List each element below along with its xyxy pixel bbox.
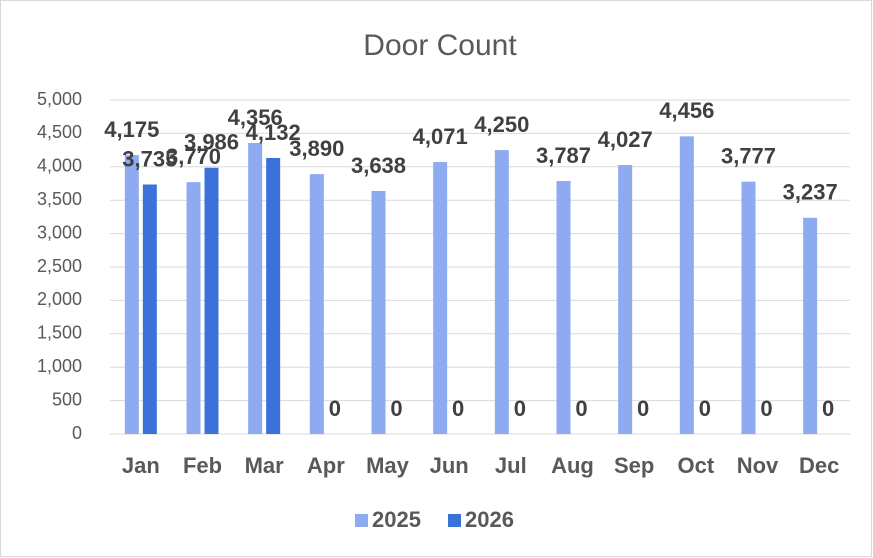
y-tick-label: 1,500 [37, 323, 82, 343]
data-label: 3,890 [289, 136, 344, 161]
x-tick-label: Apr [307, 453, 345, 478]
data-label: 4,250 [474, 112, 529, 137]
data-label: 3,770 [166, 144, 221, 169]
data-label: 0 [390, 396, 402, 421]
bar [433, 162, 448, 435]
data-label: 3,237 [783, 180, 838, 205]
bar [741, 181, 756, 434]
data-label: 3,986 [184, 130, 239, 155]
y-tick-label: 3,000 [37, 222, 82, 242]
bar [309, 174, 324, 434]
y-tick-label: 5,000 [37, 89, 82, 109]
y-tick-label: 4,000 [37, 156, 82, 176]
chart-title: Door Count [363, 29, 517, 62]
bar [494, 150, 509, 434]
data-label: 0 [514, 396, 526, 421]
bar [556, 181, 571, 434]
data-label: 3,777 [721, 144, 776, 169]
data-label: 3,638 [351, 153, 406, 178]
bar [371, 190, 386, 434]
data-label: 0 [699, 396, 711, 421]
data-label: 0 [760, 396, 772, 421]
x-tick-label: Aug [551, 453, 594, 478]
y-tick-label: 2,500 [37, 256, 82, 276]
data-label: 4,071 [413, 124, 468, 149]
bar [618, 164, 633, 434]
y-tick-label: 4,500 [37, 122, 82, 142]
x-tick-label: Mar [245, 453, 285, 478]
data-label: 4,356 [228, 105, 283, 130]
data-label: 0 [637, 396, 649, 421]
x-tick-label: Feb [183, 453, 222, 478]
data-label: 3,787 [536, 143, 591, 168]
data-label: 3,735 [122, 146, 177, 171]
x-tick-label: May [366, 453, 410, 478]
data-label: 4,175 [104, 117, 159, 142]
y-tick-label: 0 [72, 423, 82, 443]
bar [142, 184, 157, 434]
x-tick-label: Jul [495, 453, 527, 478]
data-label: 4,456 [659, 98, 714, 123]
x-tick-label: Nov [737, 453, 779, 478]
y-tick-label: 2,000 [37, 289, 82, 309]
data-label: 0 [575, 396, 587, 421]
y-tick-label: 1,000 [37, 356, 82, 376]
bar [186, 182, 201, 434]
x-tick-label: Dec [799, 453, 839, 478]
y-tick-label: 500 [52, 389, 82, 409]
data-label: 0 [329, 396, 341, 421]
legend-label: 2026 [465, 507, 514, 532]
y-tick-label: 3,500 [37, 189, 82, 209]
x-tick-label: Sep [614, 453, 654, 478]
data-label: 4,027 [598, 127, 653, 152]
legend-label: 2025 [372, 507, 421, 532]
bar [204, 167, 219, 434]
bar [679, 136, 694, 434]
data-label: 0 [822, 396, 834, 421]
legend-swatch [448, 514, 461, 527]
bar [803, 217, 818, 434]
data-label: 4,132 [246, 120, 301, 145]
bar [124, 155, 139, 435]
x-tick-label: Jun [430, 453, 469, 478]
bar [266, 157, 281, 434]
bar [248, 143, 263, 434]
x-tick-label: Jan [122, 453, 160, 478]
data-label: 0 [452, 396, 464, 421]
x-tick-label: Oct [677, 453, 714, 478]
legend-swatch [355, 514, 368, 527]
